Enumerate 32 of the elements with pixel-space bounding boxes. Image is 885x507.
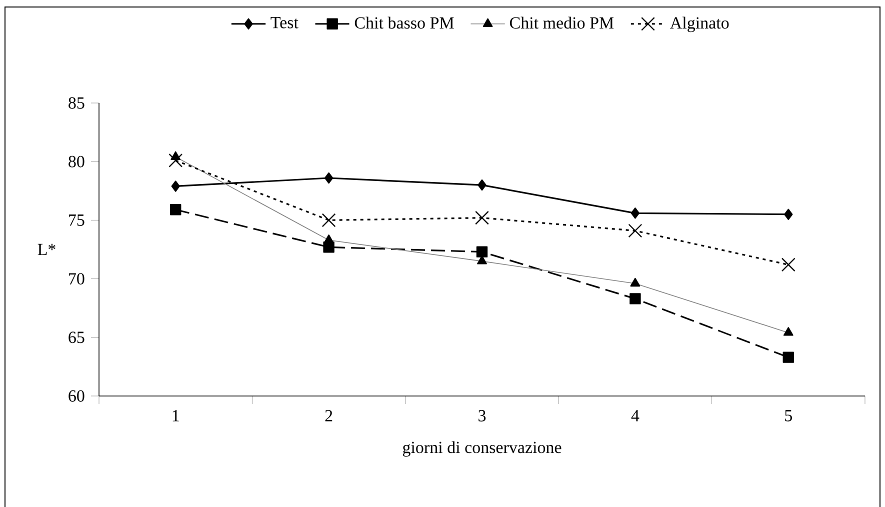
x-tick-label: 4 bbox=[631, 410, 640, 422]
legend-label: Chit medio PM bbox=[510, 16, 614, 29]
x-tick-label: 2 bbox=[325, 410, 332, 422]
point bbox=[322, 213, 336, 228]
y-tick-label: 80 bbox=[68, 156, 84, 168]
x-tick-label: 5 bbox=[785, 410, 792, 422]
point bbox=[475, 210, 489, 225]
x-tick-label: 1 bbox=[172, 410, 179, 422]
point bbox=[782, 352, 794, 363]
y-tick-label: 70 bbox=[69, 273, 84, 285]
x-tick-label: 3 bbox=[478, 410, 486, 422]
y-axis-title: L* bbox=[38, 244, 56, 256]
point bbox=[781, 258, 796, 272]
y-tick-label: 75 bbox=[69, 214, 84, 226]
point bbox=[630, 208, 640, 219]
legend-label: Chit basso PM bbox=[354, 16, 454, 29]
point bbox=[170, 204, 182, 216]
point bbox=[171, 180, 180, 192]
point bbox=[784, 208, 793, 220]
legend-label: Alginato bbox=[670, 16, 729, 32]
point bbox=[168, 153, 183, 168]
point bbox=[628, 224, 642, 238]
y-tick-label: 85 bbox=[68, 97, 84, 109]
point bbox=[324, 172, 334, 184]
y-tick-label: 65 bbox=[68, 332, 84, 344]
legend-label: Test bbox=[270, 17, 298, 28]
point bbox=[478, 179, 486, 191]
point bbox=[323, 242, 334, 253]
point bbox=[630, 293, 641, 304]
point bbox=[476, 246, 488, 258]
y-tick-label: 60 bbox=[68, 390, 84, 402]
x-axis-title: giorni di conservazione bbox=[402, 441, 562, 457]
